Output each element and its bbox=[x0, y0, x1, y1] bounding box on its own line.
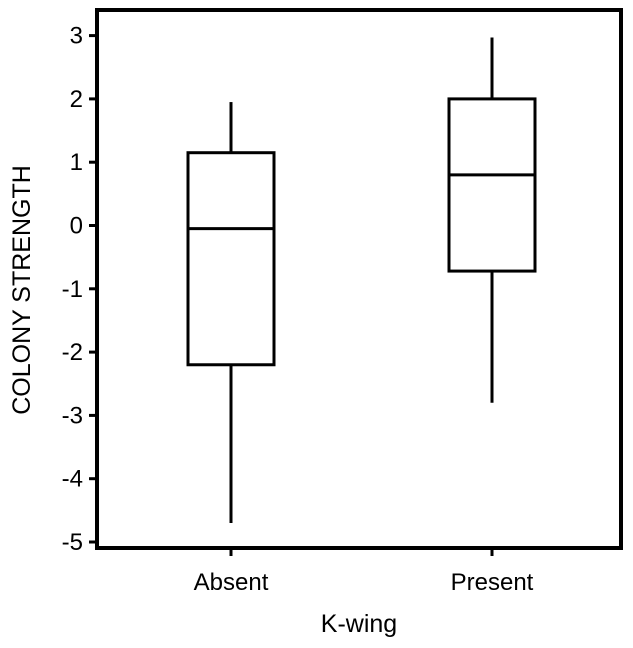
y-tick-label: 0 bbox=[70, 213, 83, 240]
y-tick-label: -4 bbox=[62, 466, 83, 493]
y-tick-label: -2 bbox=[62, 339, 83, 366]
y-tick-label: -5 bbox=[62, 529, 83, 556]
y-axis-title: COLONY STRENGTH bbox=[8, 165, 36, 415]
y-tick-label: 1 bbox=[70, 149, 83, 176]
x-axis-title: K-wing bbox=[321, 610, 397, 638]
boxes-layer bbox=[186, 37, 537, 524]
y-axis: -5 -4 -3 -2 -1 0 1 2 3 bbox=[62, 23, 97, 556]
y-tick-label: -3 bbox=[62, 402, 83, 429]
y-tick-label: 2 bbox=[70, 86, 83, 113]
box-iqr bbox=[447, 97, 537, 273]
x-tick-label: Present bbox=[451, 569, 534, 596]
x-tick-label: Absent bbox=[194, 569, 269, 596]
x-axis: Absent Present bbox=[194, 548, 534, 596]
y-tick-label: 3 bbox=[70, 23, 83, 50]
y-tick-label: -1 bbox=[62, 276, 83, 303]
box-iqr bbox=[186, 151, 276, 367]
plot-frame bbox=[95, 8, 623, 550]
